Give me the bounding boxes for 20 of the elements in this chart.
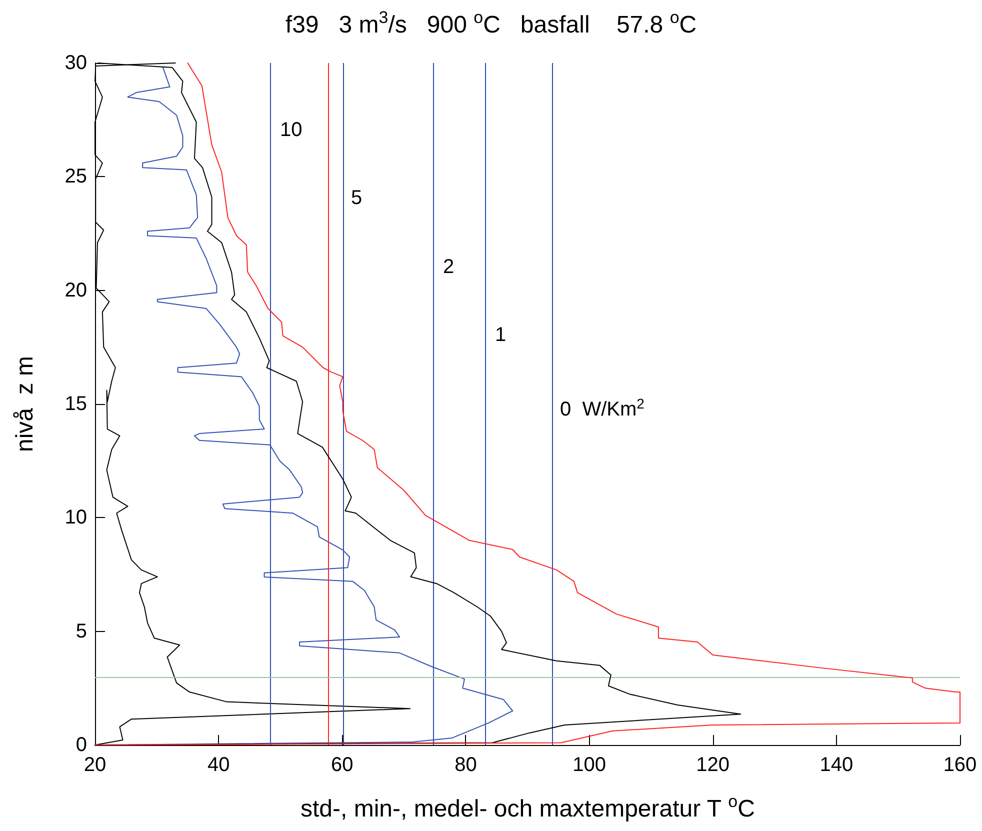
y-tick-label: 5 bbox=[76, 620, 87, 642]
y-axis-title: nivå z m bbox=[12, 356, 38, 452]
x-tick-label: 120 bbox=[696, 754, 730, 776]
x-tick-label: 160 bbox=[943, 754, 977, 776]
line-series bbox=[94, 62, 960, 746]
x-tick-label: 140 bbox=[820, 754, 854, 776]
x-tick-label: 60 bbox=[331, 754, 354, 776]
x-tick-label: 100 bbox=[572, 754, 606, 776]
y-tick-label: 10 bbox=[64, 506, 87, 529]
y-tick-label: 30 bbox=[64, 52, 87, 74]
annotation: 10 bbox=[280, 119, 302, 141]
y-tick-label: 15 bbox=[64, 393, 87, 415]
x-tick-label: 80 bbox=[454, 754, 477, 776]
y-tick-label: 0 bbox=[76, 734, 87, 756]
annotation: 5 bbox=[351, 187, 362, 209]
y-tick-label: 20 bbox=[64, 279, 87, 302]
annotation: 1 bbox=[495, 324, 506, 346]
y-tick-label: 25 bbox=[64, 166, 87, 188]
x-tick-label: 40 bbox=[207, 754, 230, 776]
annotation: 2 bbox=[443, 256, 454, 278]
